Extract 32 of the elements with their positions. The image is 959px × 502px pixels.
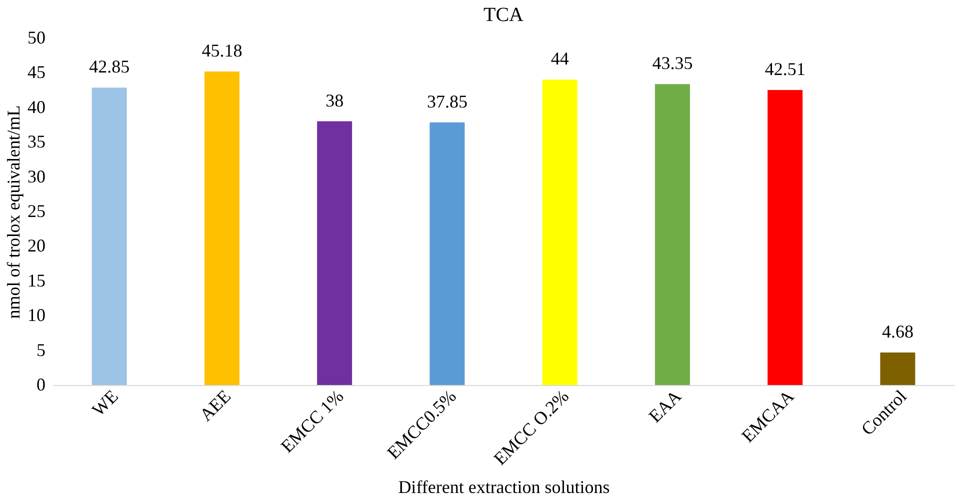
chart-title: TCA	[484, 4, 524, 26]
data-label: 42.51	[764, 58, 806, 79]
bar	[768, 90, 803, 385]
data-label: 45.18	[202, 40, 242, 60]
data-label: 43.35	[652, 53, 693, 74]
y-tick-label: 10	[28, 305, 46, 326]
data-label: 37.85	[426, 91, 468, 112]
data-label: 4.68	[882, 322, 914, 342]
bar	[317, 121, 352, 385]
x-tick-label: WE	[88, 386, 122, 420]
y-tick-label: 0	[36, 374, 46, 394]
bar	[542, 80, 578, 385]
bar	[880, 352, 916, 385]
y-axis-title: nmol of trolox equivalent/mL	[4, 105, 24, 319]
bar	[92, 88, 127, 385]
y-tick-label: 5	[36, 340, 46, 360]
bar	[654, 84, 690, 385]
y-tick-label: 30	[28, 166, 46, 186]
y-tick-label: 45	[28, 62, 46, 82]
x-axis-title: Different extraction solutions	[398, 476, 610, 497]
y-tick-label: 15	[28, 270, 46, 290]
bar	[430, 122, 465, 385]
y-tick-label: 40	[28, 96, 46, 117]
data-label: 38	[326, 90, 344, 110]
y-tick-label: 20	[28, 236, 46, 256]
bar	[204, 71, 240, 385]
y-tick-label: 25	[28, 201, 46, 221]
y-tick-label: 50	[28, 28, 46, 48]
x-tick-label: EAA	[644, 386, 686, 426]
data-label: 42.85	[89, 56, 130, 77]
y-tick-label: 35	[28, 132, 46, 152]
data-label: 44	[550, 48, 569, 69]
